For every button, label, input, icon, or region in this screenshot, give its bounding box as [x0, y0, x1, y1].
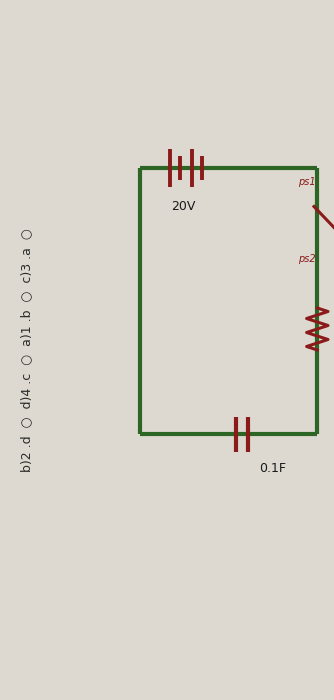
Text: 0.1F: 0.1F: [259, 462, 286, 475]
Text: ps2: ps2: [298, 254, 316, 264]
Text: b)2 .d  ○  d)4 .c  ○  a)1 .b  ○  c)3 .a  ○: b)2 .d ○ d)4 .c ○ a)1 .b ○ c)3 .a ○: [20, 228, 33, 472]
Text: ps1: ps1: [298, 177, 316, 187]
Text: 20V: 20V: [172, 199, 196, 213]
